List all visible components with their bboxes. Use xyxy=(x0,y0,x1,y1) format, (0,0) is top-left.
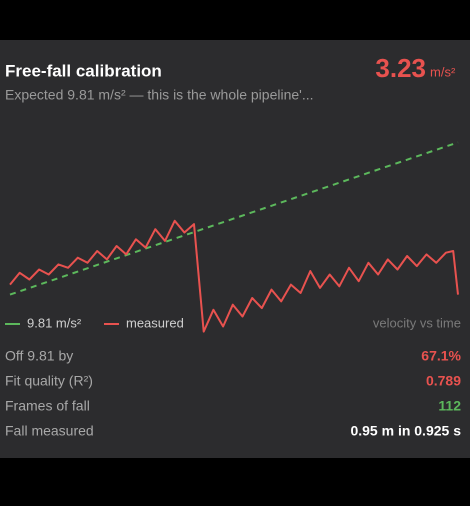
result-unit: m/s² xyxy=(430,64,456,79)
stat-value: 67.1% xyxy=(421,348,461,364)
title: Free-fall calibration xyxy=(5,61,162,80)
stat-value: 0.789 xyxy=(426,373,461,389)
result-value: 3.23 xyxy=(375,53,426,83)
stat-label: Fall measured xyxy=(5,423,94,439)
series-line xyxy=(9,219,459,333)
legend-label: measured xyxy=(126,315,184,330)
stat-label: Frames of fall xyxy=(5,398,90,414)
stat-value: 112 xyxy=(438,398,461,414)
legend-label: 9.81 m/s² xyxy=(27,315,82,330)
stat-value: 0.95 m in 0.925 s xyxy=(350,423,461,439)
subtitle: Expected 9.81 m/s² — this is the whole p… xyxy=(5,87,314,103)
chart-annotation: velocity vs time xyxy=(373,315,461,330)
card xyxy=(0,40,470,458)
series-line xyxy=(9,141,459,296)
stat-label: Fit quality (R²) xyxy=(5,373,93,389)
stat-label: Off 9.81 by xyxy=(5,348,73,364)
